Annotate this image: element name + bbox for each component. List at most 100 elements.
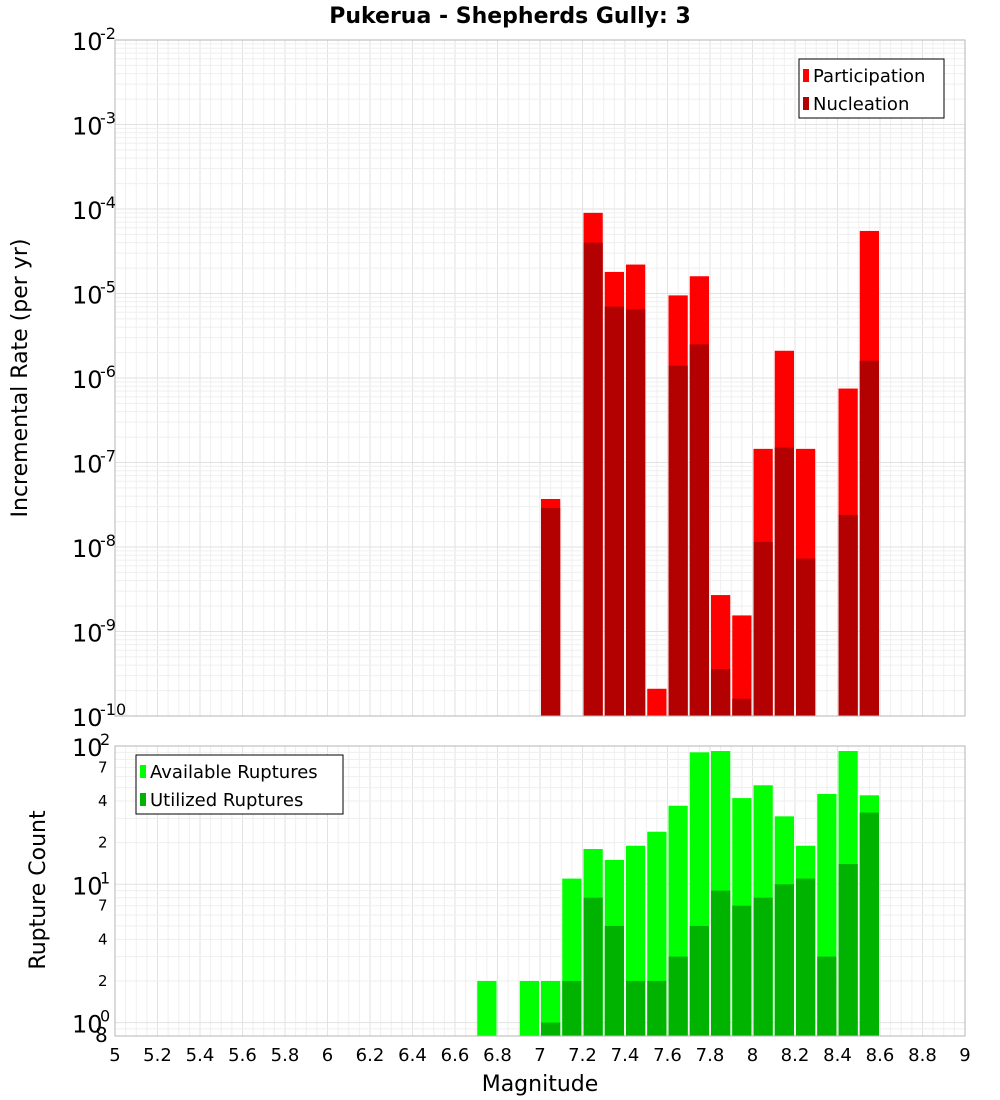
top-plot-frame <box>114 39 966 717</box>
y-tick-exponent: -4 <box>100 193 116 212</box>
top-legend-swatch <box>803 69 809 82</box>
x-tick-label: 6 <box>322 1045 333 1066</box>
utilized-ruptures-bar <box>859 812 879 1036</box>
bottom-legend-label: Utilized Ruptures <box>150 790 303 811</box>
available-ruptures-bar <box>477 980 497 1036</box>
y-tick-base: 10 <box>72 1011 103 1039</box>
x-tick-label: 8.4 <box>823 1045 852 1066</box>
bottom-legend-swatch <box>140 765 146 778</box>
bottom-legend-label: Available Ruptures <box>150 762 318 783</box>
bottom-legend-box <box>135 754 344 815</box>
available-ruptures-bar <box>519 980 539 1036</box>
x-tick-label: 5.6 <box>228 1045 257 1066</box>
top-legend-label: Participation <box>813 66 925 87</box>
y-tick-base: 10 <box>72 704 103 732</box>
x-tick-label: 9 <box>959 1045 970 1066</box>
nucleation-bar <box>838 514 858 716</box>
utilized-ruptures-bar <box>732 905 752 1036</box>
y-tick-base: 10 <box>72 734 103 762</box>
x-tick-label: 8.8 <box>908 1045 937 1066</box>
utilized-ruptures-bar <box>711 890 731 1036</box>
nucleation-bar <box>753 541 773 716</box>
top-legend-swatch <box>803 97 809 110</box>
nucleation-bar <box>732 698 752 716</box>
y-tick-exponent: 1 <box>100 868 110 887</box>
x-tick-label: 5.8 <box>271 1045 300 1066</box>
utilized-ruptures-bar <box>774 884 794 1036</box>
y-tick-base: 10 <box>72 535 103 563</box>
y-tick-base: 10 <box>72 28 103 56</box>
y-tick-exponent: -10 <box>100 700 126 719</box>
x-tick-label: 8.2 <box>781 1045 810 1066</box>
top-legend-label: Nucleation <box>813 94 909 115</box>
y-tick-base: 10 <box>72 620 103 648</box>
y-tick-exponent: -8 <box>100 531 116 550</box>
chart-title: Pukerua - Shepherds Gully: 3 <box>329 4 691 29</box>
y-tick-base: 10 <box>72 451 103 479</box>
utilized-ruptures-bar <box>604 925 624 1036</box>
participation-bar <box>647 688 667 716</box>
y-tick-base: 10 <box>72 366 103 394</box>
x-tick-label: 7.2 <box>568 1045 597 1066</box>
y-tick-base: 10 <box>72 282 103 310</box>
nucleation-bar <box>583 242 603 717</box>
bottom-y-axis-label: Rupture Count <box>26 810 51 970</box>
utilized-ruptures-bar <box>817 956 837 1036</box>
y-tick-exponent: -2 <box>100 24 116 43</box>
x-tick-label: 6.2 <box>356 1045 385 1066</box>
nucleation-bar <box>774 447 794 716</box>
nucleation-bar <box>604 306 624 716</box>
y-minor-tick-label: 2 <box>98 972 108 990</box>
x-tick-label: 8.6 <box>866 1045 895 1066</box>
bottom-legend: Available Ruptures Utilized Ruptures <box>135 754 344 815</box>
y-tick-base: 10 <box>72 872 103 900</box>
x-tick-label: 5.2 <box>143 1045 172 1066</box>
participation-bar <box>732 615 752 716</box>
utilized-ruptures-bar <box>689 925 709 1036</box>
top-legend-box <box>798 58 945 119</box>
y-minor-tick-label: 7 <box>98 758 108 776</box>
y-tick-exponent: 2 <box>100 730 110 749</box>
x-tick-label: 7.8 <box>696 1045 725 1066</box>
nucleation-bars <box>541 242 879 717</box>
x-tick-label: 7.4 <box>611 1045 640 1066</box>
y-tick-exponent: -5 <box>100 278 116 297</box>
utilized-ruptures-bars <box>541 812 879 1036</box>
nucleation-bar <box>859 360 879 716</box>
utilized-ruptures-bar <box>647 980 667 1036</box>
top-legend: Participation Nucleation <box>798 58 945 119</box>
nucleation-bar <box>711 668 731 716</box>
x-tick-label: 6.6 <box>441 1045 470 1066</box>
x-tick-label: 6.8 <box>483 1045 512 1066</box>
bottom-plot-frame <box>114 745 966 1037</box>
utilized-ruptures-bar <box>562 980 582 1036</box>
y-minor-tick-label: 4 <box>98 792 108 810</box>
utilized-ruptures-bar <box>668 956 688 1036</box>
x-tick-labels: 5 5.2 5.4 5.6 5.8 6 6.2 6.4 6.6 6.8 7 7.2 7.4 7.6 7.8 8… <box>109 1045 970 1066</box>
nucleation-bar <box>689 344 709 716</box>
y-minor-tick-label: 4 <box>98 930 108 948</box>
utilized-ruptures-bar <box>541 1022 561 1036</box>
nucleation-bar <box>668 365 688 716</box>
utilized-ruptures-bar <box>583 897 603 1036</box>
y-tick-exponent: -3 <box>100 109 116 128</box>
utilized-ruptures-bar <box>626 980 646 1036</box>
x-tick-label: 5.4 <box>186 1045 215 1066</box>
available-ruptures-bar <box>541 980 561 1036</box>
nucleation-bar <box>541 507 561 716</box>
y-tick-base: 10 <box>72 197 103 225</box>
y-tick-exponent: -6 <box>100 362 116 381</box>
bottom-legend-swatch <box>140 793 146 806</box>
utilized-ruptures-bar <box>838 864 858 1036</box>
x-tick-label: 6.4 <box>398 1045 427 1066</box>
y-tick-exponent: -7 <box>100 447 116 466</box>
x-tick-label: 8 <box>747 1045 758 1066</box>
x-tick-label: 5 <box>109 1045 120 1066</box>
y-tick-exponent: -9 <box>100 616 116 635</box>
y-minor-tick-label: 8 <box>95 1023 108 1047</box>
y-minor-tick-label: 7 <box>98 897 108 915</box>
y-minor-tick-label: 2 <box>98 834 108 852</box>
